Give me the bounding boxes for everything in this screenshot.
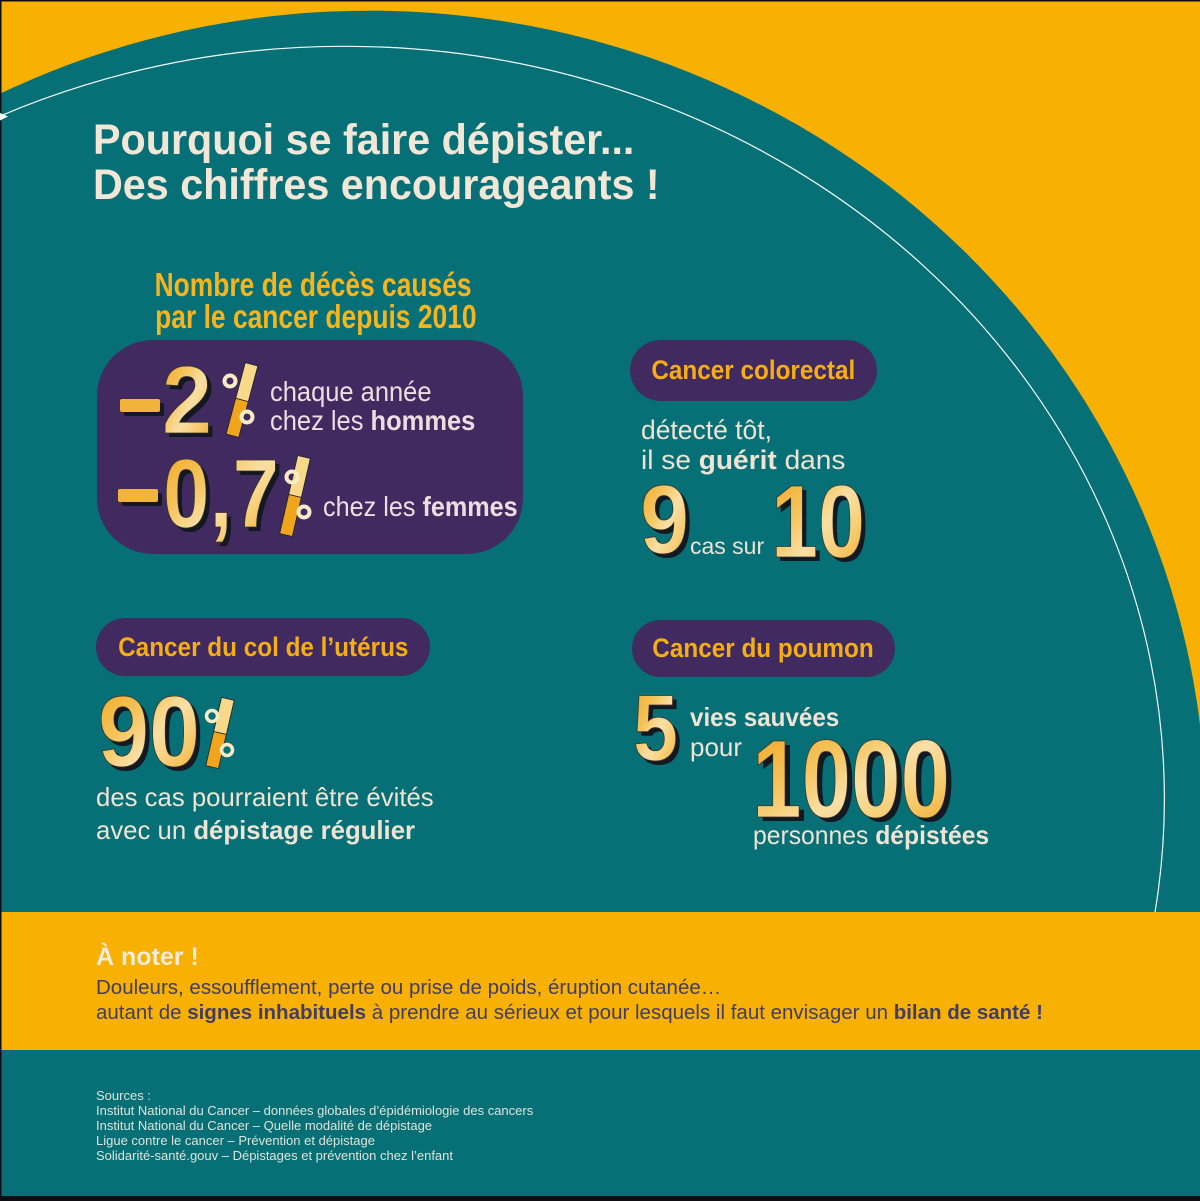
svg-text:1000: 1000 [752,718,950,841]
svg-text:5: 5 [633,675,678,780]
svg-text:2: 2 [162,347,212,454]
svg-text:5: 5 [637,679,682,784]
svg-text:0,7: 0,7 [167,443,283,552]
svg-text:10: 10 [771,464,865,579]
svg-text:9: 9 [640,465,689,574]
svg-text:90: 90 [98,676,200,788]
svg-text:90: 90 [102,680,204,792]
svg-text:9: 9 [644,469,693,578]
svg-text:0,7: 0,7 [163,439,279,548]
svg-text:10: 10 [775,468,869,583]
svg-text:2: 2 [166,351,216,458]
svg-text:1000: 1000 [757,722,955,845]
